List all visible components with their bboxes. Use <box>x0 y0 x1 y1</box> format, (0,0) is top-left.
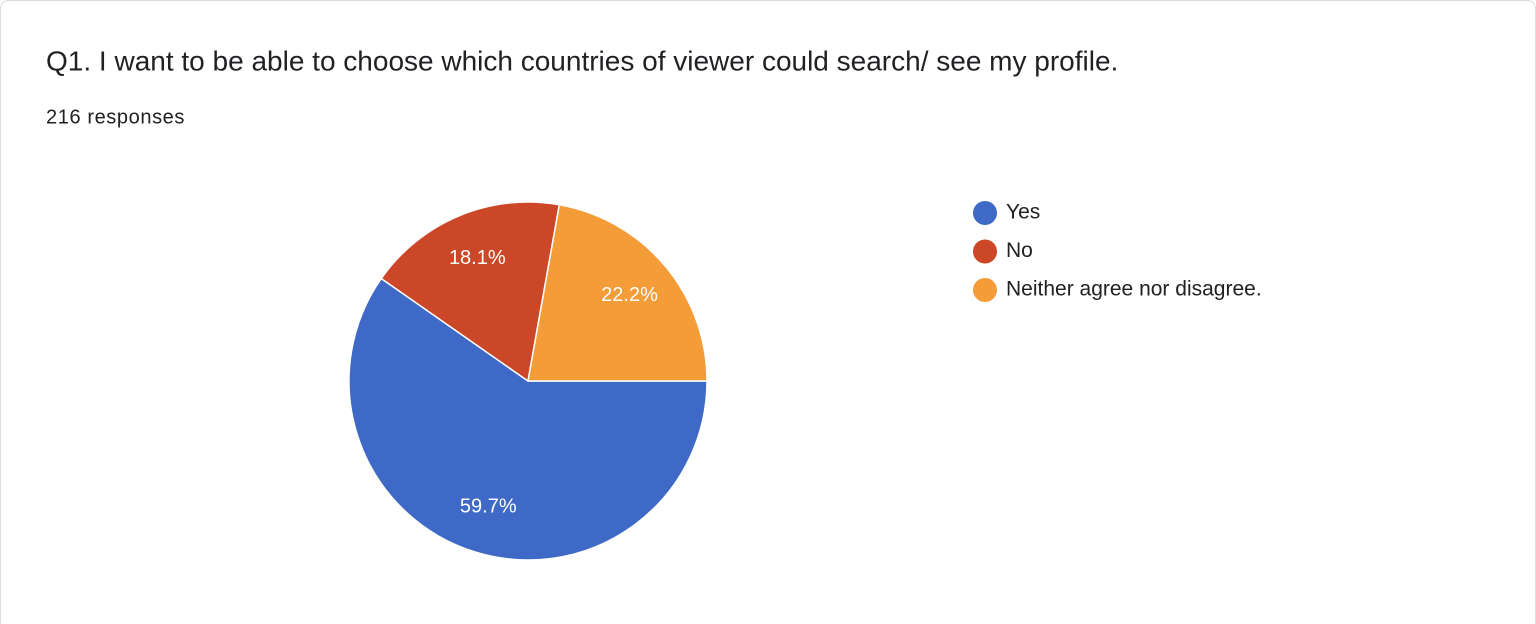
legend-label: Neither agree nor disagree. <box>1006 278 1262 301</box>
slice-label: 18.1% <box>449 247 506 269</box>
chart-title: Q1. I want to be able to choose which co… <box>46 45 1118 76</box>
legend-label: No <box>1006 239 1033 262</box>
pie-slice <box>527 203 708 382</box>
legend-swatch <box>973 278 997 302</box>
pie-slice <box>348 277 708 561</box>
slice-label: 59.7% <box>460 496 517 518</box>
legend-label: Yes <box>1006 201 1040 224</box>
slice-label: 22.2% <box>601 284 658 306</box>
legend-swatch <box>973 201 997 225</box>
pie-slice <box>380 201 561 383</box>
chart-subtitle: 216 responses <box>46 106 185 128</box>
legend-swatch <box>973 239 997 264</box>
